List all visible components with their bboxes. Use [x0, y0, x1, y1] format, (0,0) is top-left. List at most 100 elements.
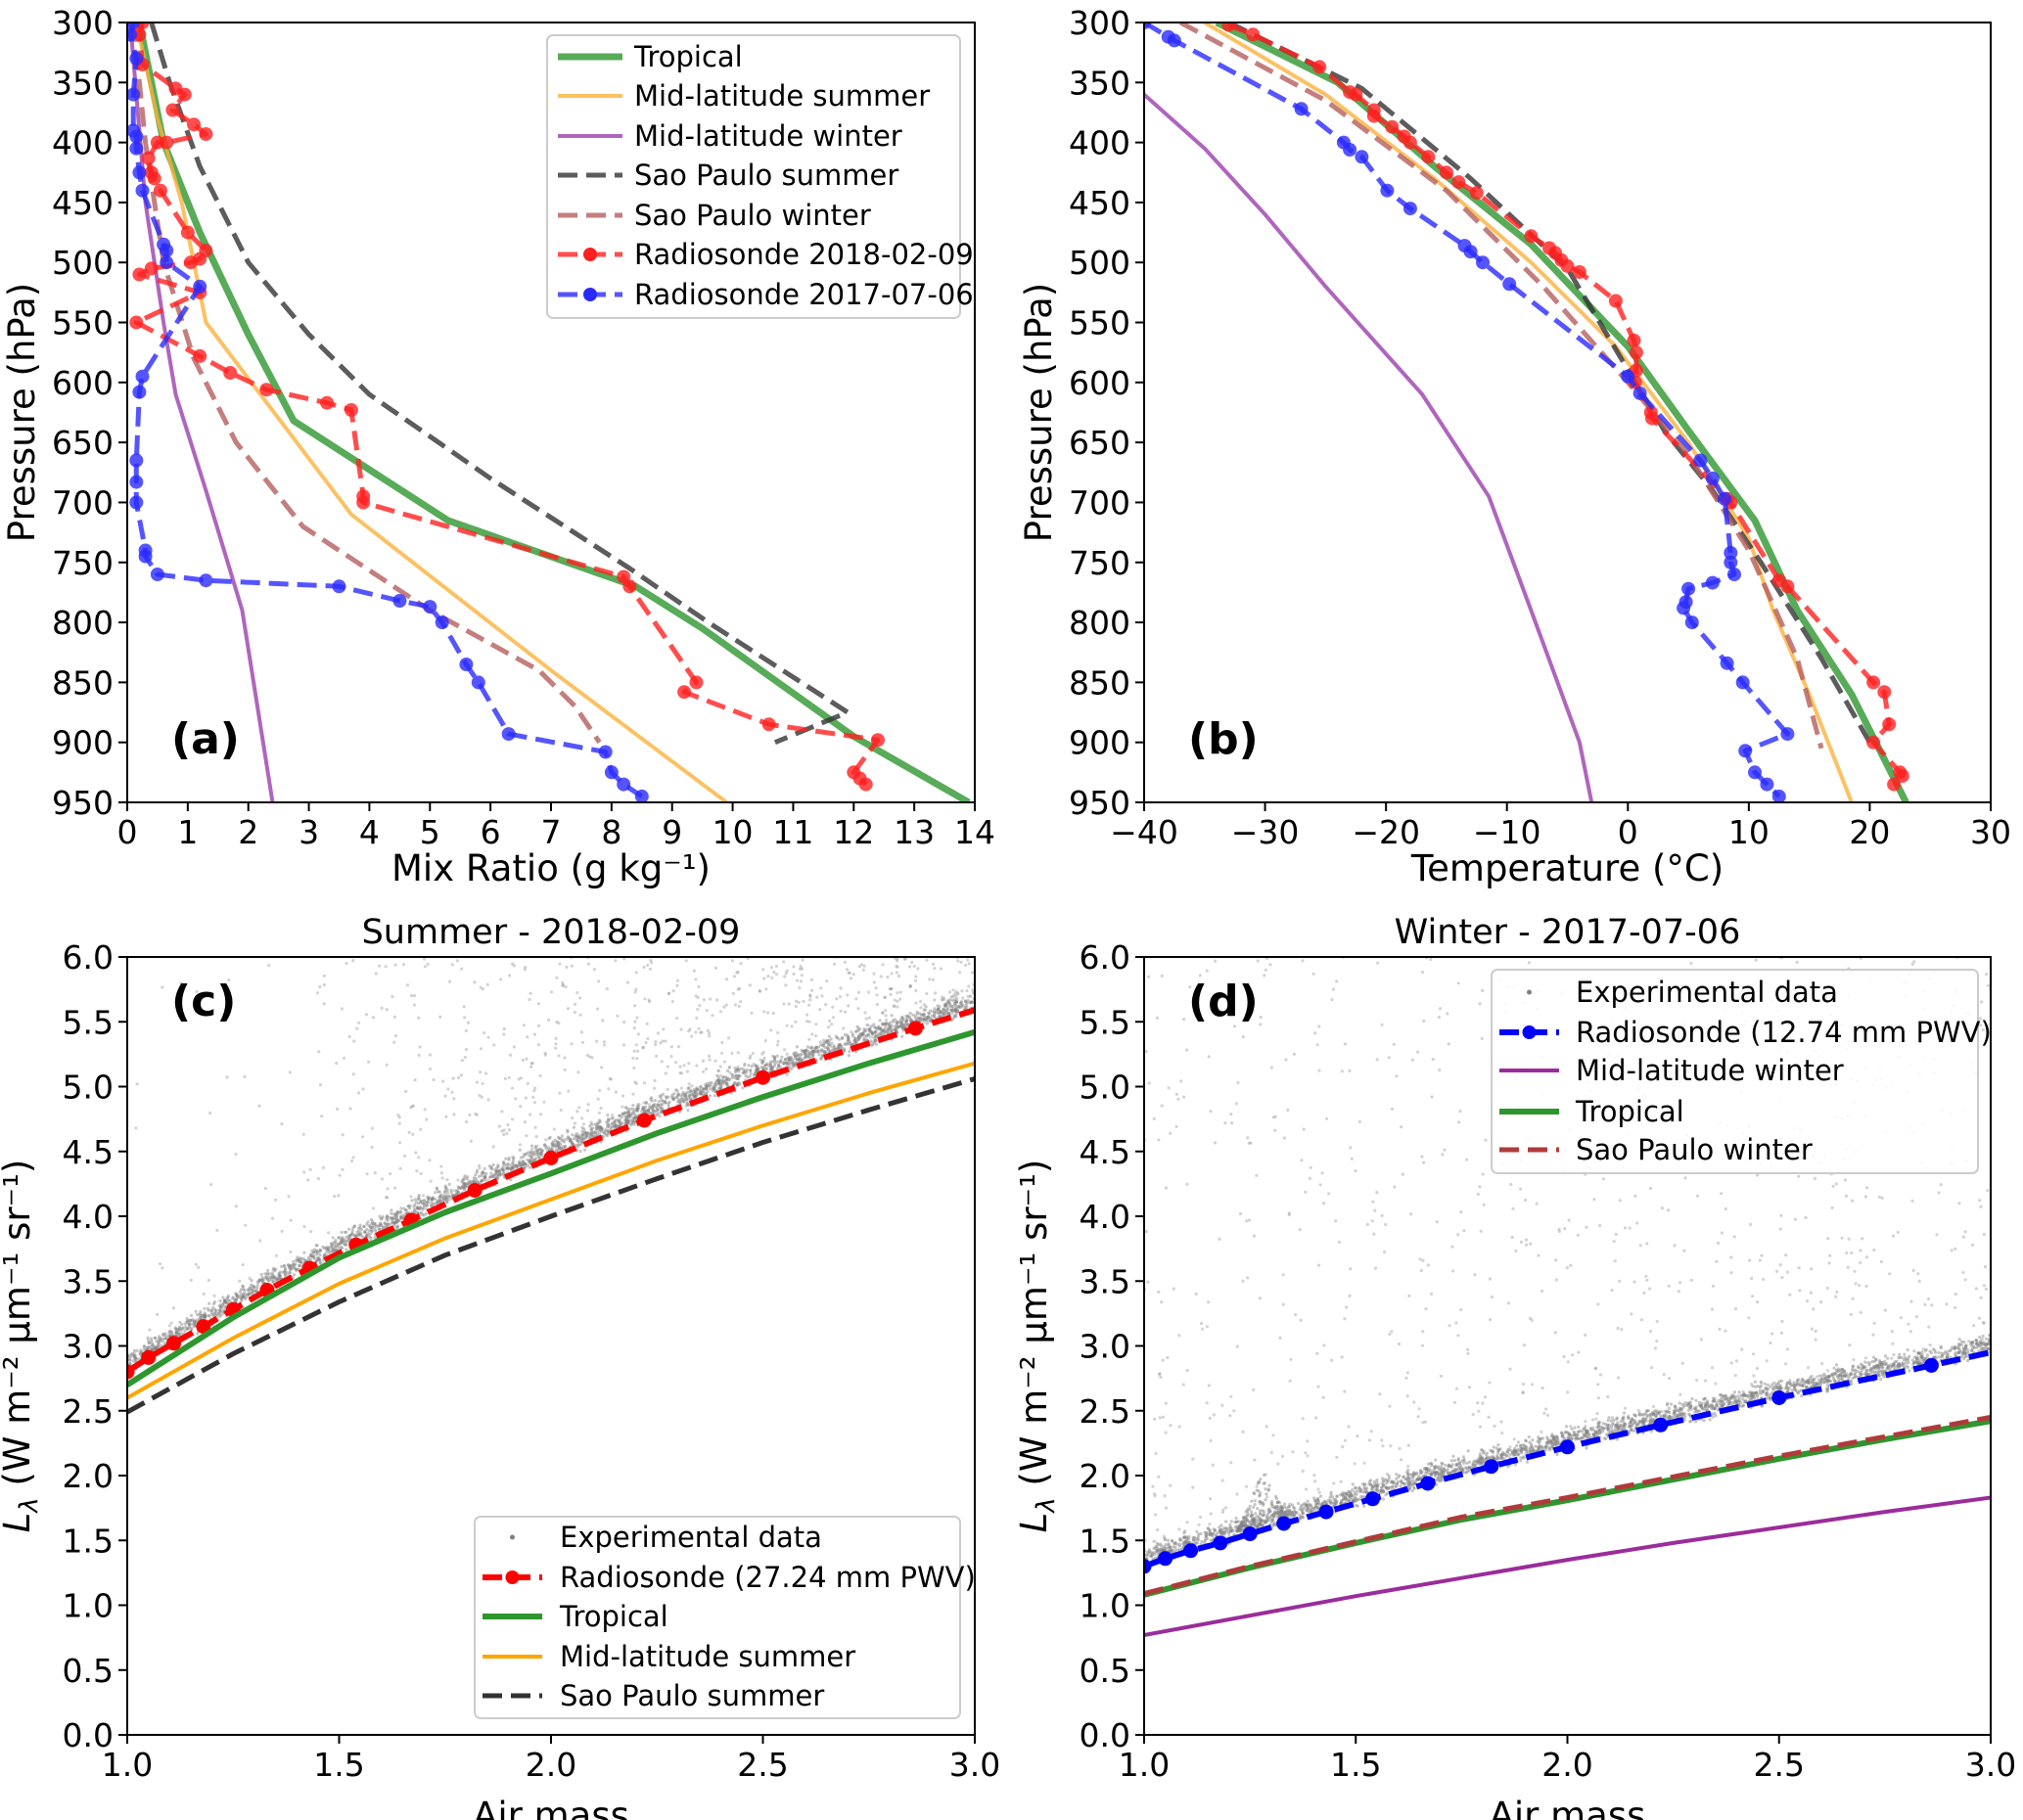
experimental-point — [436, 1201, 439, 1206]
experimental-point — [150, 1342, 154, 1345]
experimental-point — [939, 1010, 943, 1014]
experimental-point — [226, 1294, 231, 1298]
experimental-point — [442, 1198, 446, 1202]
experimental-point — [214, 1308, 218, 1312]
experimental-point — [296, 1257, 299, 1261]
experimental-point — [289, 1250, 293, 1253]
experimental-point — [881, 1028, 885, 1032]
y-axis-units: (W m⁻² μm⁻¹ sr⁻¹) — [0, 1160, 38, 1498]
experimental-point — [462, 1005, 466, 1009]
experimental-point — [494, 1169, 498, 1173]
experimental-point — [537, 1024, 541, 1027]
experimental-point — [413, 1198, 417, 1202]
experimental-point — [278, 1277, 282, 1281]
data-point — [1385, 119, 1400, 134]
experimental-point — [510, 1086, 515, 1090]
experimental-point — [760, 1061, 764, 1065]
data-point — [160, 244, 174, 257]
experimental-point — [497, 1169, 501, 1173]
x-tick-label: 1.5 — [313, 1746, 364, 1784]
experimental-point — [699, 1089, 703, 1093]
experimental-point — [263, 1187, 267, 1191]
experimental-point — [621, 1105, 624, 1109]
experimental-point — [422, 1206, 426, 1210]
experimental-point — [557, 1136, 562, 1140]
experimental-point — [442, 1198, 446, 1202]
experimental-point — [613, 1123, 617, 1127]
data-point — [1771, 789, 1786, 802]
experimental-point — [464, 1028, 468, 1033]
experimental-point — [890, 1024, 894, 1027]
experimental-point — [219, 1309, 223, 1313]
experimental-point — [195, 1312, 199, 1317]
experimental-point — [417, 1197, 421, 1201]
experimental-point — [361, 1087, 365, 1091]
x-tick-label: 1 — [177, 813, 198, 851]
experimental-point — [561, 983, 565, 987]
experimental-point — [939, 1010, 943, 1014]
experimental-point — [618, 1123, 621, 1127]
experimental-point — [417, 1016, 421, 1020]
experimental-point — [378, 1224, 382, 1228]
experimental-point — [948, 1004, 952, 1008]
experimental-point — [315, 991, 319, 995]
experimental-point — [358, 1231, 363, 1235]
experimental-point — [518, 1160, 522, 1163]
experimental-point — [280, 1229, 284, 1233]
experimental-point — [600, 1126, 604, 1130]
experimental-point — [802, 1049, 805, 1053]
experimental-point — [773, 1057, 777, 1061]
experimental-point — [440, 1199, 444, 1203]
experimental-point — [708, 1034, 712, 1038]
experimental-point — [140, 1350, 144, 1354]
series-radiosonde-2017-07-06 — [1144, 23, 1795, 802]
experimental-point — [128, 1357, 132, 1361]
experimental-point — [789, 1062, 793, 1066]
experimental-point — [899, 1022, 903, 1025]
panel-a: 0 1 2 3 4 5 6 7 8 9 10 11 12 13 1430035040045050055060… — [1, 4, 995, 889]
experimental-point — [708, 1031, 712, 1035]
experimental-point — [609, 1077, 614, 1081]
experimental-point — [438, 1194, 442, 1198]
experimental-point — [352, 1039, 356, 1043]
experimental-point — [771, 1012, 775, 1016]
experimental-point — [706, 953, 709, 956]
data-point — [150, 135, 164, 150]
experimental-point — [806, 1049, 810, 1054]
experimental-point — [944, 1010, 948, 1015]
experimental-point — [404, 1211, 408, 1215]
experimental-point — [807, 1053, 811, 1058]
experimental-point — [247, 1288, 251, 1292]
experimental-point — [346, 1234, 351, 1238]
experimental-point — [911, 1013, 915, 1017]
y-tick-label: 400 — [52, 124, 114, 162]
experimental-point — [1380, 1477, 1385, 1480]
experimental-point — [362, 1225, 366, 1229]
experimental-point — [687, 1095, 691, 1100]
experimental-point — [557, 1144, 561, 1148]
experimental-point — [339, 1246, 344, 1250]
experimental-point — [623, 1118, 627, 1122]
experimental-point — [696, 1088, 700, 1092]
experimental-point — [820, 1055, 824, 1059]
x-tick-label: 6 — [481, 813, 501, 851]
experimental-point — [316, 1258, 320, 1262]
experimental-point — [629, 1121, 634, 1125]
experimental-point — [1234, 1517, 1238, 1521]
experimental-point — [1209, 1538, 1213, 1542]
experimental-point — [392, 1221, 396, 1225]
experimental-point — [575, 1134, 578, 1138]
experimental-point — [558, 1091, 562, 1095]
experimental-point — [971, 988, 975, 992]
experimental-point — [621, 1094, 625, 1098]
experimental-point — [238, 1290, 242, 1294]
experimental-point — [766, 1011, 770, 1015]
experimental-point — [801, 958, 805, 962]
experimental-point — [787, 1002, 791, 1006]
experimental-point — [809, 978, 814, 981]
experimental-point — [361, 1135, 365, 1139]
experimental-point — [287, 1271, 291, 1275]
experimental-point — [508, 974, 512, 978]
experimental-point — [705, 1092, 709, 1096]
y-tick-label: 900 — [1069, 724, 1130, 762]
